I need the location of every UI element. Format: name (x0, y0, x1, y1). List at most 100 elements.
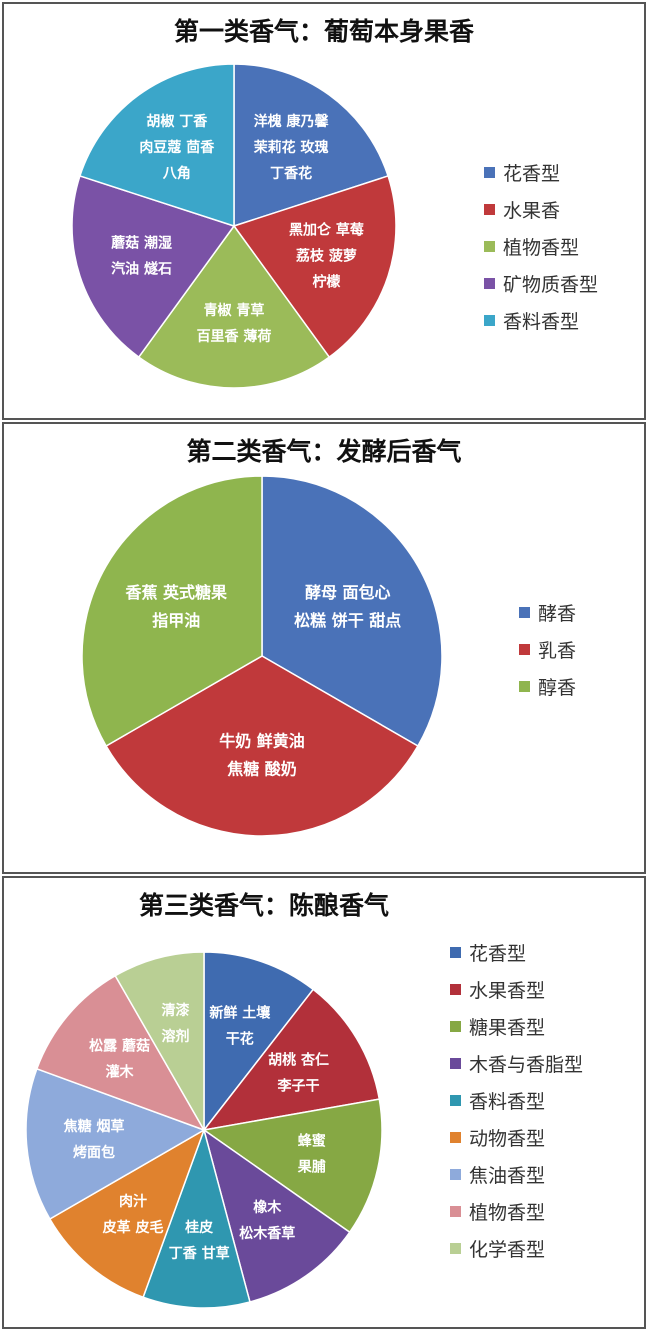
chart-panel-3: 第三类香气：陈酿香气 新鲜 土壤 干花 胡桃 杏仁 李子干 蜂蜜 果脯 橡木 松木香草 桂皮 丁香… (2, 876, 646, 1329)
pie-slice (71, 174, 236, 359)
slice-label: 肉豆蔻 茴香 (139, 139, 215, 156)
legend-label: 花香型 (469, 943, 527, 965)
legend-label: 醇香 (538, 677, 577, 699)
pie-slice (137, 224, 331, 389)
legend-swatch (450, 1058, 461, 1069)
pie-slice (232, 174, 397, 359)
legend-swatch (450, 1243, 461, 1254)
slice-label: 黑加仑 草莓 (289, 222, 364, 239)
slice-label: 灌木 (106, 1064, 135, 1081)
slice-label: 溶剂 (162, 1028, 190, 1045)
legend-swatch (450, 1206, 461, 1217)
legend-label: 酵香 (538, 603, 577, 625)
pie-slice (114, 951, 205, 1133)
legend-item: 香料香型 (450, 1082, 583, 1119)
legend-swatch (519, 681, 530, 692)
legend-item: 酵香 (519, 594, 576, 631)
pie-slice (35, 974, 206, 1132)
slice-label: 蘑菇 潮湿 (111, 235, 172, 252)
legend-item: 化学香型 (450, 1230, 583, 1267)
pie-slice (202, 1098, 383, 1234)
legend-item: 香料香型 (484, 302, 598, 339)
slice-label: 焦糖 烟草 (63, 1118, 125, 1135)
chart-panel-2: 第二类香气：发酵后香气 酵母 面包心 松糕 饼干 甜点 牛奶 鲜黄油 焦糖 酸奶 香蕉 … (2, 422, 646, 874)
pie-slice (78, 63, 235, 228)
legend-label: 香料香型 (503, 311, 580, 333)
legend-swatch (484, 204, 495, 215)
legend: 花香型水果香植物香型矿物质香型香料香型 (484, 154, 598, 339)
slice-label: 新鲜 土壤 (209, 1004, 271, 1021)
legend-swatch (519, 644, 530, 655)
slice-label: 牛奶 鲜黄油 (219, 731, 305, 750)
slice-label: 果脯 (297, 1159, 326, 1176)
pie-slice (81, 475, 263, 748)
legend-item: 焦油香型 (450, 1156, 583, 1193)
legend-label: 植物香型 (469, 1202, 546, 1224)
legend-label: 植物香型 (503, 237, 580, 259)
legend: 酵香 乳香 醇香 (519, 594, 576, 705)
slice-label: 蜂蜜 (298, 1133, 326, 1150)
legend-item: 醇香 (519, 668, 576, 705)
legend-item: 水果香型 (450, 971, 583, 1008)
legend-item: 花香型 (484, 154, 598, 191)
slice-label: 荔枝 菠萝 (295, 248, 357, 265)
slice-label: 茉莉花 玫瑰 (254, 139, 329, 156)
slice-label: 香蕉 英式糖果 (124, 583, 227, 602)
slice-label: 青椒 青草 (204, 302, 265, 319)
chart-title: 第三类香气：陈酿香气 (138, 891, 389, 920)
legend-label: 水果香型 (469, 980, 546, 1002)
legend-label: 水果香 (503, 200, 561, 222)
legend-label: 木香与香脂型 (469, 1054, 584, 1076)
legend-label: 花香型 (503, 163, 561, 185)
legend-label: 化学香型 (469, 1239, 546, 1261)
pie-slice (261, 475, 443, 748)
slice-label: 皮革 皮毛 (102, 1219, 164, 1236)
slice-label: 焦糖 酸奶 (226, 759, 297, 778)
slice-label: 烤面包 (73, 1144, 115, 1161)
legend-item: 水果香 (484, 191, 598, 228)
legend-swatch (450, 1169, 461, 1180)
slice-label: 柠檬 (312, 274, 340, 291)
slice-label: 松木香草 (239, 1225, 295, 1242)
slice-label: 桂皮 (184, 1219, 213, 1236)
legend-item: 植物香型 (484, 228, 598, 265)
pie-slice (25, 1067, 206, 1221)
pie-slice (142, 1127, 251, 1309)
legend-swatch (484, 241, 495, 252)
slice-label: 指甲油 (152, 611, 200, 630)
slice-label: 胡桃 杏仁 (268, 1052, 329, 1069)
pie-slice (233, 63, 390, 228)
legend-label: 乳香 (538, 640, 577, 662)
legend-item: 植物香型 (450, 1193, 583, 1230)
legend-swatch (484, 315, 495, 326)
legend-swatch (484, 278, 495, 289)
legend-swatch (450, 947, 461, 958)
slice-label: 肉汁 (119, 1193, 147, 1210)
slice-label: 李子干 (277, 1078, 320, 1095)
legend-label: 焦油香型 (469, 1165, 546, 1187)
slice-label: 汽油 燧石 (111, 261, 172, 278)
chart-title: 第一类香气：葡萄本身果香 (173, 17, 474, 46)
slice-label: 八角 (162, 165, 191, 182)
pie-slice (202, 988, 381, 1132)
legend-swatch (450, 1095, 461, 1106)
pie-slice (202, 1128, 351, 1303)
slice-label: 丁香 甘草 (169, 1245, 230, 1262)
legend-swatch (484, 167, 495, 178)
legend-label: 糖果香型 (469, 1017, 546, 1039)
slice-label: 胡椒 丁香 (146, 113, 208, 130)
pie-slice (48, 1128, 206, 1299)
slice-label: 百里香 薄荷 (197, 328, 272, 345)
legend-item: 矿物质香型 (484, 265, 598, 302)
chart-panel-1: 第一类香气：葡萄本身果香 洋槐 康乃馨 茉莉花 玫瑰 丁香花 黑加仑 草莓 荔枝 菠萝柠… (2, 2, 646, 420)
legend-swatch (450, 1021, 461, 1032)
legend-label: 动物香型 (469, 1128, 546, 1150)
slice-label: 酵母 面包心 (305, 583, 391, 602)
legend-label: 矿物质香型 (503, 274, 599, 296)
slice-label: 洋槐 康乃馨 (254, 113, 330, 130)
slice-label: 松糕 饼干 甜点 (294, 611, 401, 630)
legend-item: 乳香 (519, 631, 576, 668)
